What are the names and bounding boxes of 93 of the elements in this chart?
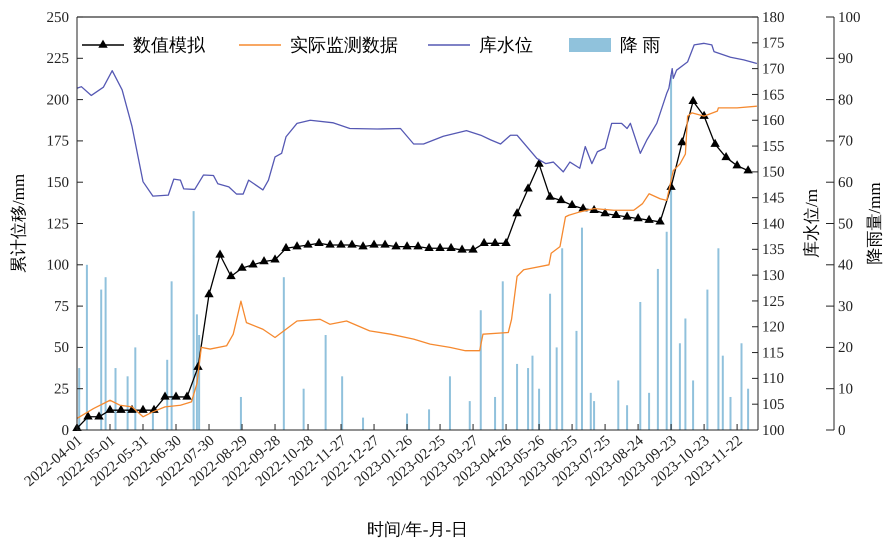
legend-label: 实际监测数据 xyxy=(290,35,398,55)
bar xyxy=(324,335,327,430)
bar xyxy=(684,318,686,430)
y2-axis-title: 库水位/m xyxy=(802,189,821,258)
bar xyxy=(639,302,642,430)
y2-tick-label: 100 xyxy=(762,422,784,439)
y3-tick-label: 60 xyxy=(838,175,853,191)
bar xyxy=(86,264,88,430)
y2-tick-label: 180 xyxy=(762,10,784,26)
bar xyxy=(617,380,620,430)
bar xyxy=(747,388,750,430)
bar xyxy=(192,211,195,430)
y-tick-label: 50 xyxy=(54,340,69,356)
bar xyxy=(666,232,668,430)
bar xyxy=(502,281,504,430)
bar xyxy=(480,310,482,430)
y3-tick-label: 10 xyxy=(838,382,853,398)
y2-tick-label: 125 xyxy=(762,294,784,310)
bar xyxy=(722,356,724,430)
y-axis-title: 累计位移/mm xyxy=(9,174,28,274)
bar xyxy=(134,347,136,430)
legend-label: 降 雨 xyxy=(620,35,660,55)
bar xyxy=(448,376,451,430)
bar xyxy=(362,418,364,430)
y2-tick-label: 140 xyxy=(762,216,784,232)
bar xyxy=(527,368,530,430)
y-tick-label: 125 xyxy=(46,216,69,232)
bar xyxy=(590,392,592,430)
y2-tick-label: 155 xyxy=(762,138,784,155)
bar xyxy=(516,364,518,430)
bar xyxy=(100,290,102,430)
bar xyxy=(114,368,117,430)
y3-tick-label: 70 xyxy=(838,134,853,150)
y-tick-label: 250 xyxy=(46,10,69,26)
legend-label: 库水位 xyxy=(479,35,533,55)
y2-tick-label: 165 xyxy=(762,87,784,104)
bar xyxy=(692,380,694,430)
bar xyxy=(556,347,558,430)
bar xyxy=(104,277,107,430)
y2-tick-label: 175 xyxy=(762,36,784,52)
bar xyxy=(648,392,650,430)
bar xyxy=(706,290,708,430)
bar xyxy=(740,343,742,430)
y3-tick-label: 100 xyxy=(838,10,860,26)
y3-tick-label: 0 xyxy=(838,422,846,439)
y-tick-label: 25 xyxy=(54,382,69,398)
bar xyxy=(282,277,285,430)
y3-tick-label: 20 xyxy=(838,340,853,356)
y-tick-label: 0 xyxy=(62,422,69,439)
x-axis-title: 时间/年-月-日 xyxy=(366,520,468,539)
y3-tick-label: 30 xyxy=(838,298,853,315)
y2-tick-label: 115 xyxy=(762,345,784,362)
y2-tick-label: 105 xyxy=(762,396,784,413)
y2-tick-label: 110 xyxy=(762,371,784,388)
bar xyxy=(678,343,681,430)
bar xyxy=(240,396,242,430)
y-tick-label: 200 xyxy=(46,92,69,108)
bar xyxy=(549,294,552,430)
y3-tick-label: 50 xyxy=(838,216,853,232)
y2-tick-label: 120 xyxy=(762,320,784,336)
y2-tick-label: 150 xyxy=(762,164,784,181)
y-tick-label: 150 xyxy=(46,175,69,191)
y2-tick-label: 145 xyxy=(762,190,784,206)
bar xyxy=(626,405,628,430)
y-tick-label: 175 xyxy=(46,134,69,150)
y2-tick-label: 130 xyxy=(762,268,784,284)
bar xyxy=(561,248,564,430)
bar xyxy=(302,388,305,430)
y2-tick-label: 170 xyxy=(762,61,784,78)
bar xyxy=(729,396,732,430)
legend-label: 数值模拟 xyxy=(133,35,206,55)
bar xyxy=(468,401,471,430)
bar xyxy=(494,396,496,430)
bar xyxy=(580,228,583,430)
y-tick-label: 225 xyxy=(46,51,69,68)
bar xyxy=(341,376,344,430)
bar xyxy=(575,330,578,430)
bar xyxy=(170,281,173,430)
bar xyxy=(538,388,540,430)
bar xyxy=(670,74,672,430)
bar xyxy=(531,356,534,430)
bar xyxy=(656,268,659,430)
y3-axis-title: 降雨量/mm xyxy=(865,182,884,265)
y3-tick-label: 80 xyxy=(838,92,853,108)
y-tick-label: 100 xyxy=(46,258,69,274)
y-tick-label: 75 xyxy=(54,298,69,315)
y2-tick-label: 135 xyxy=(762,242,784,258)
y2-tick-label: 160 xyxy=(762,113,784,130)
y3-tick-label: 90 xyxy=(838,51,853,68)
bar xyxy=(428,409,430,430)
y3-tick-label: 40 xyxy=(838,258,853,274)
bar xyxy=(166,360,168,430)
bar xyxy=(717,248,720,430)
